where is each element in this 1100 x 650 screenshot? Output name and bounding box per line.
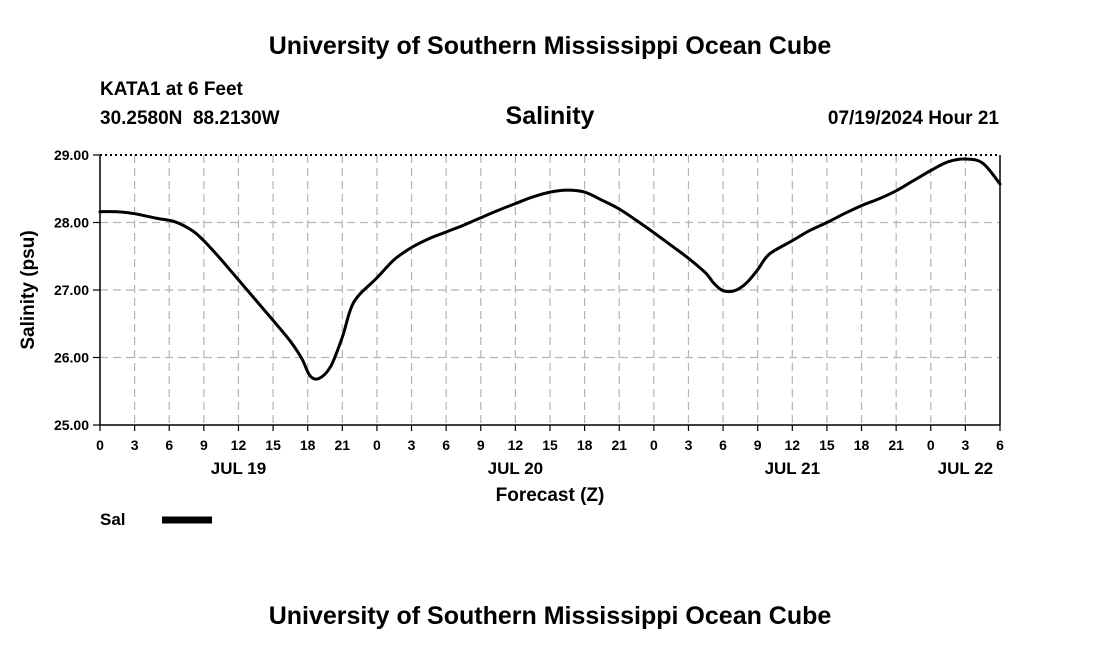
x-tick-label: 0	[96, 437, 104, 453]
x-tick-label: 18	[854, 437, 870, 453]
x-tick-label: 0	[650, 437, 658, 453]
y-tick-label: 25.00	[54, 417, 89, 433]
x-tick-label: 9	[477, 437, 485, 453]
day-label: JUL 22	[938, 459, 993, 478]
x-tick-label: 6	[165, 437, 173, 453]
y-tick-label: 29.00	[54, 147, 89, 163]
station-label: KATA1 at 6 Feet	[100, 79, 244, 100]
series-layer	[98, 157, 1002, 381]
grid-lines	[100, 155, 1000, 425]
x-tick-label: 9	[200, 437, 208, 453]
x-tick-labels: 0 3 6 9 12 15 18 21 0 3 6 9 12 15 18 21 0 3 6 9 12 15 18 21 0 3 6	[96, 437, 1004, 453]
x-tick-label: 15	[265, 437, 281, 453]
x-tick-label: 12	[785, 437, 801, 453]
x-tick-label: 18	[300, 437, 316, 453]
x-tick-label: 15	[542, 437, 558, 453]
x-tick-label: 21	[611, 437, 627, 453]
series-line-sal	[98, 157, 1002, 381]
y-tick-label: 26.00	[54, 350, 89, 366]
legend-label: Sal	[100, 510, 126, 529]
x-tick-label: 3	[685, 437, 693, 453]
top-title: University of Southern Mississippi Ocean…	[269, 32, 832, 60]
x-tick-label: 21	[888, 437, 904, 453]
x-tick-label: 6	[719, 437, 727, 453]
y-tick-label: 28.00	[54, 215, 89, 231]
x-tick-label: 0	[927, 437, 935, 453]
y-tick-labels: 25.00 26.00 27.00 28.00 29.00	[54, 147, 89, 433]
day-label: JUL 21	[765, 459, 820, 478]
x-tick-label: 9	[754, 437, 762, 453]
bottom-title: University of Southern Mississippi Ocean…	[269, 602, 832, 630]
x-tick-label: 3	[408, 437, 416, 453]
axis-ticks	[93, 154, 1001, 431]
day-label: JUL 19	[211, 459, 266, 478]
x-tick-label: 18	[577, 437, 593, 453]
station-coords: 30.2580N 88.2130W	[100, 108, 280, 129]
x-tick-label: 6	[442, 437, 450, 453]
day-labels: JUL 19 JUL 20 JUL 21 JUL 22	[211, 459, 993, 478]
x-tick-label: 3	[961, 437, 969, 453]
y-tick-label: 27.00	[54, 282, 89, 298]
day-label: JUL 20	[488, 459, 543, 478]
x-tick-label: 12	[231, 437, 247, 453]
x-tick-label: 6	[996, 437, 1004, 453]
forecast-timestamp: 07/19/2024 Hour 21	[828, 108, 1000, 129]
chart-title: Salinity	[506, 102, 595, 130]
x-tick-label: 12	[508, 437, 524, 453]
x-tick-label: 0	[373, 437, 381, 453]
x-tick-label: 21	[335, 437, 351, 453]
x-axis-title: Forecast (Z)	[496, 485, 605, 506]
x-tick-label: 15	[819, 437, 835, 453]
y-axis-title: Salinity (psu)	[18, 230, 39, 349]
x-tick-label: 3	[131, 437, 139, 453]
legend: Sal	[100, 510, 212, 529]
